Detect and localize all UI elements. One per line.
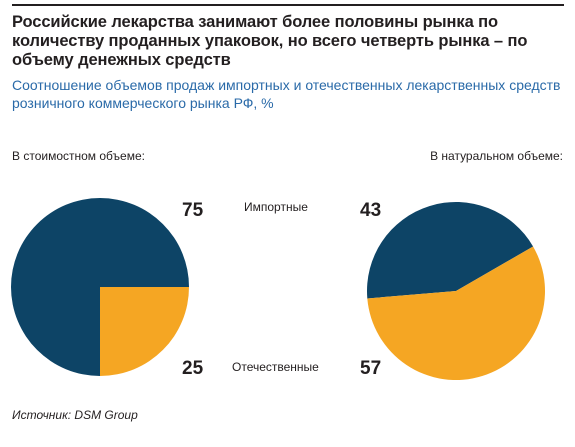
pie-right-slice-domestic: [367, 246, 546, 381]
legend-imported-label: Импортные: [244, 200, 308, 214]
pie-left-slice-domestic: [100, 287, 189, 376]
left-imported-value: 75: [182, 200, 204, 221]
legend-domestic-label: Отечественные: [232, 360, 319, 374]
pie-right-slice-imported: [367, 202, 534, 299]
right-pie: [367, 202, 546, 381]
right-imported-value: 43: [360, 200, 382, 221]
right-domestic-value: 57: [360, 358, 382, 379]
chart-title: Российские лекарства занимают более поло…: [12, 13, 528, 69]
left-domestic-value: 25: [182, 358, 204, 379]
left-pie: [11, 198, 189, 376]
right-pie-title: В натуральном объеме:: [430, 149, 563, 163]
source-note: Источник: DSM Group: [12, 408, 138, 422]
chart-subtitle: Соотношение объемов продаж импортных и о…: [12, 77, 561, 111]
top-rule: [12, 4, 564, 6]
left-pie-title: В стоимостном объеме:: [12, 149, 145, 163]
